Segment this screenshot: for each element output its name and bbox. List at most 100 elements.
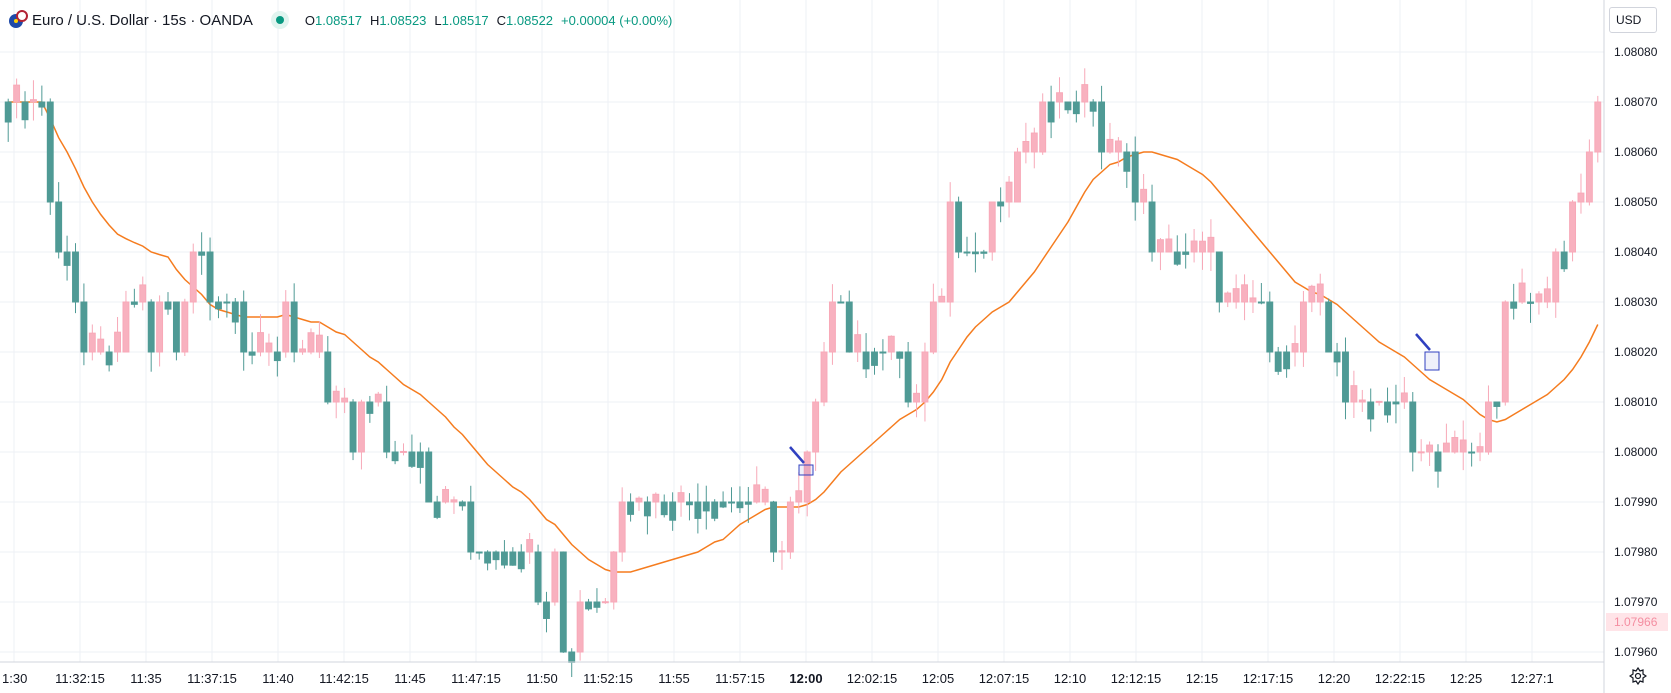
candle-down xyxy=(593,601,601,608)
candle-down xyxy=(206,251,214,303)
candle-down xyxy=(172,301,180,353)
candle-down xyxy=(543,601,550,619)
candle-down xyxy=(1215,251,1223,303)
candle-up-fill xyxy=(181,302,188,352)
candle-up-fill xyxy=(1544,288,1551,302)
candle-down xyxy=(273,351,281,362)
x-tick-label: 11:57:15 xyxy=(715,671,765,686)
candle-up-fill xyxy=(812,402,819,452)
candle-down xyxy=(248,351,256,356)
candle-up-fill xyxy=(1443,443,1450,452)
candle-down xyxy=(484,551,492,564)
x-tick-label: 11:55 xyxy=(658,671,690,686)
candle-up-fill xyxy=(678,492,684,502)
candle-down xyxy=(1123,151,1131,172)
currency-selector[interactable]: USD xyxy=(1609,7,1657,33)
candle-up-fill xyxy=(753,484,760,502)
candle-up-fill xyxy=(787,502,794,552)
y-tick-label: 1.08030 xyxy=(1614,295,1658,309)
candle-up-fill xyxy=(1317,284,1324,302)
candle-down xyxy=(1098,101,1106,153)
candle-up-fill xyxy=(795,490,802,502)
candle-down xyxy=(467,501,475,553)
candle-down xyxy=(223,301,231,304)
eu-us-flag-icon[interactable] xyxy=(8,10,28,30)
candle-up-fill xyxy=(1586,152,1593,202)
price-axis[interactable]: 1.07960 1.07970 1.07980 1.07990 1.08000 1.080… xyxy=(1606,45,1668,659)
candle-up-fill xyxy=(1418,451,1425,453)
candle-up-fill xyxy=(316,335,323,352)
x-tick-label: 11:52:15 xyxy=(583,671,633,686)
candle-down xyxy=(1173,251,1181,265)
candle-up-fill xyxy=(1594,102,1601,152)
x-tick-label: 11:47:15 xyxy=(451,671,501,686)
y-tick-label: 1.07990 xyxy=(1614,495,1658,509)
candle-down xyxy=(4,101,12,123)
open-value: 1.08517 xyxy=(315,12,363,28)
candle-down xyxy=(215,301,222,310)
y-tick-label: 1.07960 xyxy=(1614,645,1658,659)
candle-down xyxy=(568,651,576,663)
candle-down xyxy=(1131,151,1139,203)
candle-down xyxy=(21,101,29,121)
chart-grid xyxy=(0,0,1604,662)
candle-up-fill xyxy=(636,498,642,502)
x-tick-label: 12:12:15 xyxy=(1111,671,1162,686)
candle-down xyxy=(492,551,500,561)
candle-up-fill xyxy=(1022,141,1029,152)
candle-up-fill xyxy=(265,343,272,352)
candle-down xyxy=(240,301,248,353)
candle-up-fill xyxy=(190,252,197,302)
candle-down xyxy=(80,301,88,353)
low-value: 1.08517 xyxy=(441,12,489,28)
candle-up-fill xyxy=(821,352,827,402)
candle-down xyxy=(845,301,853,353)
close-label: C xyxy=(496,12,507,28)
last-price-label: 1.07966 xyxy=(1614,615,1658,629)
symbol-title[interactable]: Euro / U.S. Dollar · 15s · OANDA xyxy=(32,11,253,29)
candle-down xyxy=(1468,451,1476,454)
candle-up-fill xyxy=(854,334,861,352)
candle-down xyxy=(585,601,592,610)
x-tick-label: 11:32:15 xyxy=(55,671,105,686)
candle-up-fill xyxy=(652,494,659,502)
change-value: +0.00004 (+0.00%) xyxy=(561,12,673,28)
moving-average-layer xyxy=(8,101,1599,573)
candle-up-fill xyxy=(341,398,348,402)
candle-up-fill xyxy=(1477,446,1483,452)
candle-down xyxy=(711,501,719,519)
time-axis[interactable]: 1:30 11:32:15 11:35 11:37:15 11:40 11:42:15 11… xyxy=(2,671,1554,686)
x-tick-label: 12:02:15 xyxy=(847,671,898,686)
gear-icon xyxy=(1629,667,1647,685)
candle-up-fill xyxy=(114,332,121,352)
candle-up-fill xyxy=(779,550,785,552)
candle-down xyxy=(1148,201,1156,253)
candle-down xyxy=(862,351,870,370)
candle-up-fill xyxy=(1140,189,1147,202)
candle-up-fill xyxy=(577,602,584,652)
high-value: 1.08523 xyxy=(379,12,427,28)
candle-up-fill xyxy=(89,333,96,352)
candle-up-fill xyxy=(1081,84,1088,102)
candle-up-fill xyxy=(1199,241,1206,252)
candle-up-fill xyxy=(1535,293,1542,302)
candle-up-fill xyxy=(1519,283,1526,302)
candle-up-fill xyxy=(333,391,340,402)
candle-down xyxy=(896,351,904,359)
candle-down xyxy=(147,301,155,353)
y-tick-label: 1.08010 xyxy=(1614,395,1658,409)
moving-average-line xyxy=(8,101,1599,573)
candle-up-fill xyxy=(123,302,129,352)
x-tick-label: 11:42:15 xyxy=(319,671,369,686)
last-price-tag xyxy=(1606,613,1668,631)
candle-down xyxy=(871,351,878,366)
candle-down xyxy=(475,551,483,554)
settings-button[interactable] xyxy=(1626,664,1650,688)
high-label: H xyxy=(370,12,380,28)
candle-down xyxy=(425,451,433,503)
candle-up-fill xyxy=(97,339,104,352)
y-tick-label: 1.08060 xyxy=(1614,145,1658,159)
drawing-markers xyxy=(789,333,1440,476)
candle-up-fill xyxy=(938,296,945,302)
